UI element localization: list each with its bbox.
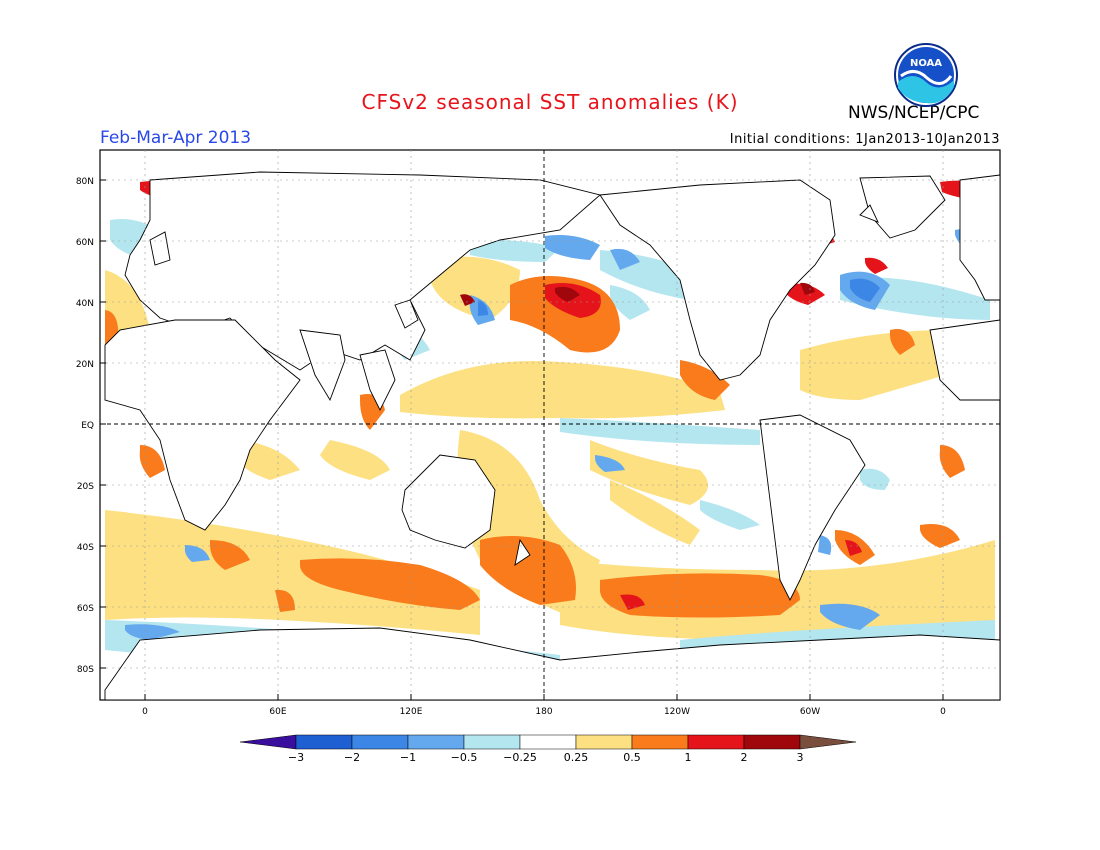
colorbar-label: −1 <box>400 751 416 764</box>
lat-label: 60S <box>77 604 94 614</box>
colorbar-label: −0.25 <box>503 751 537 764</box>
colorbar-swatch <box>687 734 745 750</box>
colorbar-swatch <box>295 734 353 750</box>
land-masses <box>104 171 1000 700</box>
lon-label: 0 <box>142 707 148 717</box>
period-label: Feb-Mar-Apr 2013 <box>100 128 252 148</box>
graticule <box>100 150 1000 700</box>
colorbar-swatch <box>799 734 857 750</box>
lat-label: 80S <box>77 665 94 675</box>
colorbar-swatch <box>407 734 465 750</box>
colorbar-label: 0.5 <box>623 751 641 764</box>
colorbar-label: 3 <box>797 751 804 764</box>
lat-label: 40S <box>77 543 94 553</box>
lon-label: 180 <box>535 707 552 717</box>
colorbar-swatch <box>743 734 801 750</box>
lon-label: 0 <box>940 707 946 717</box>
noaa-logo-text: NOAA <box>910 58 942 69</box>
colorbar-label: 1 <box>685 751 692 764</box>
colorbar-label: −2 <box>344 751 360 764</box>
initial-conditions-label: Initial conditions: 1Jan2013-10Jan2013 <box>729 132 1000 147</box>
colorbar-swatch <box>351 734 409 750</box>
lon-label: 120E <box>400 707 423 717</box>
lat-label: EQ <box>81 421 94 431</box>
agency-label: NWS/NCEP/CPC <box>848 103 980 123</box>
latitude-labels: 80N 60N 40N 20N EQ 20S 40S 60S 80S <box>76 177 94 675</box>
map-title: CFSv2 seasonal SST anomalies (K) <box>361 90 739 114</box>
colorbar-swatch <box>575 734 633 750</box>
lon-label: 120W <box>664 707 690 717</box>
colorbar-label: 0.25 <box>564 751 589 764</box>
colorbar: −3 −2 −1 −0.5 −0.25 0.25 0.5 1 2 3 <box>239 734 857 764</box>
colorbar-swatch <box>631 734 689 750</box>
lon-label: 60W <box>800 707 820 717</box>
noaa-logo-icon: NOAA <box>894 43 958 107</box>
colorbar-swatch <box>239 734 297 750</box>
colorbar-swatch <box>519 734 577 750</box>
longitude-axis <box>144 694 944 700</box>
lat-label: 20S <box>77 482 94 492</box>
lat-label: 60N <box>76 238 94 248</box>
latitude-axis <box>100 179 106 669</box>
lat-label: 40N <box>76 299 94 309</box>
colorbar-label: 2 <box>741 751 748 764</box>
longitude-labels: 0 60E 120E 180 120W 60W 0 <box>142 707 946 717</box>
colorbar-swatch <box>463 734 521 750</box>
lon-label: 60E <box>269 707 286 717</box>
reference-lines <box>100 150 1000 700</box>
colorbar-label: −0.5 <box>451 751 478 764</box>
colorbar-label: −3 <box>288 751 304 764</box>
lat-label: 80N <box>76 177 94 187</box>
lat-label: 20N <box>76 360 94 370</box>
